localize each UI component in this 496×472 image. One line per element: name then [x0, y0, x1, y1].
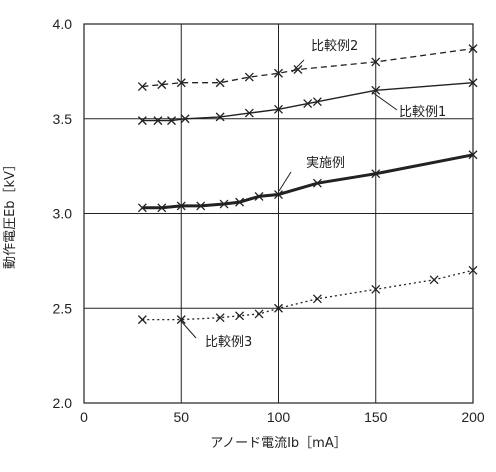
series-line — [142, 269, 474, 321]
x-axis-title: アノード電流Ib［mA］ — [210, 436, 346, 451]
series-line — [142, 47, 474, 88]
series-label-example: 実施例 — [306, 155, 345, 171]
data-point-marker — [274, 190, 283, 200]
series-layer — [137, 44, 478, 325]
data-point-marker — [137, 82, 147, 91]
x-tick-label: 100 — [267, 409, 291, 425]
data-point-marker — [196, 201, 206, 211]
data-point-marker — [468, 78, 478, 88]
data-point-marker — [180, 114, 190, 124]
y-tick-label: 3.0 — [53, 206, 73, 222]
data-point-marker — [312, 178, 322, 188]
data-point-marker — [274, 303, 283, 313]
y-tick-label: 2.0 — [53, 395, 73, 411]
data-point-marker — [215, 313, 225, 323]
y-tick-label: 4.0 — [53, 16, 73, 32]
data-point-marker — [215, 112, 225, 122]
label-comparative-example-1: 比較例1 — [371, 91, 446, 120]
series-label-comparative-example-2: 比較例2 — [311, 39, 358, 54]
data-point-marker — [157, 80, 167, 90]
data-point-marker — [137, 203, 147, 213]
data-point-marker — [137, 315, 147, 325]
data-point-marker — [429, 275, 439, 285]
data-point-marker — [371, 284, 381, 294]
y-axis-title: 動作電圧Eb［kV］ — [3, 158, 18, 269]
data-point-marker — [371, 169, 381, 179]
data-point-marker — [468, 44, 478, 54]
data-point-marker — [235, 197, 245, 207]
label-comparative-example-3: 比較例3 — [180, 320, 252, 350]
series-1 — [137, 78, 478, 126]
leader-line-comparative-example-2 — [291, 59, 305, 73]
data-point-marker — [312, 294, 322, 304]
data-point-marker — [244, 72, 254, 82]
series-label-comparative-example-3: 比較例3 — [205, 335, 252, 350]
leader-line-example — [278, 171, 292, 192]
data-point-marker — [176, 315, 186, 325]
series-2 — [137, 150, 478, 213]
data-point-marker — [371, 57, 381, 67]
data-point-marker — [157, 203, 167, 213]
data-point-marker — [254, 191, 264, 201]
data-point-marker — [176, 78, 186, 88]
data-point-marker — [167, 116, 176, 126]
series-label-comparative-example-1: 比較例1 — [399, 105, 446, 120]
data-point-marker — [468, 150, 478, 160]
x-tick-label: 0 — [80, 409, 88, 425]
series-3 — [137, 265, 478, 325]
data-point-marker — [274, 68, 283, 78]
x-tick-label: 50 — [173, 409, 189, 425]
label-comparative-example-2: 比較例2 — [291, 39, 358, 73]
data-point-marker — [312, 97, 322, 107]
grid — [84, 24, 473, 403]
label-example: 実施例 — [278, 155, 345, 192]
tick-labels: 0 50 100 150 200 2.0 2.5 3.0 3.5 4.0 — [53, 16, 485, 425]
data-point-marker — [137, 116, 147, 126]
data-point-marker — [219, 199, 229, 209]
data-point-marker — [153, 116, 163, 126]
data-point-marker — [244, 108, 254, 118]
y-tick-label: 2.5 — [53, 300, 73, 316]
leader-line-comparative-example-3 — [180, 320, 197, 339]
data-point-marker — [215, 78, 225, 88]
data-point-marker — [303, 99, 313, 109]
data-point-marker — [293, 65, 303, 74]
y-tick-label: 3.5 — [53, 111, 73, 127]
x-tick-label: 200 — [461, 409, 485, 425]
plot-frame — [83, 23, 474, 404]
data-point-marker — [235, 311, 245, 321]
x-tick-label: 150 — [364, 409, 388, 425]
data-point-marker — [176, 201, 186, 211]
data-point-marker — [254, 309, 264, 319]
data-point-marker — [274, 104, 283, 114]
series-0 — [137, 44, 478, 91]
leader-line-comparative-example-1 — [371, 91, 398, 111]
data-point-marker — [468, 265, 478, 275]
